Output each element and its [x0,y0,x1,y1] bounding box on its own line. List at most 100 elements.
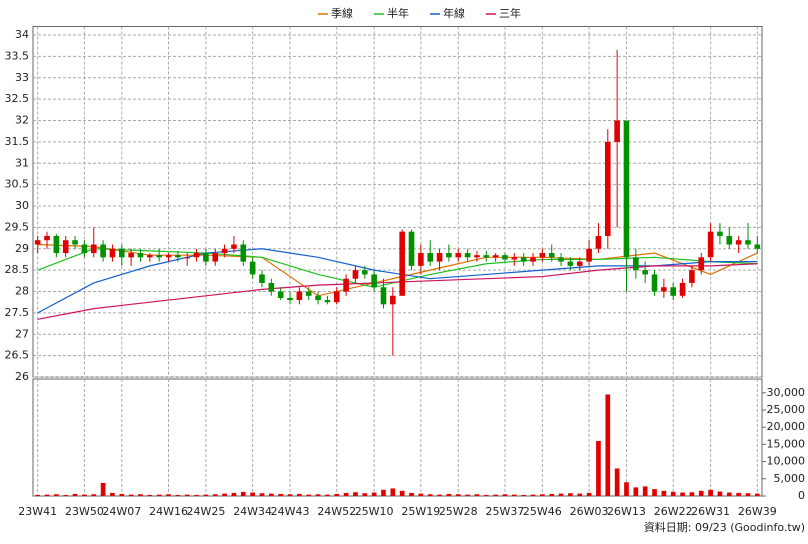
volume-bar [586,492,592,496]
x-tick-label: 25W10 [355,505,394,518]
candle-body [62,240,69,254]
volume-tick-label: 25,000 [767,403,806,416]
volume-bar [549,493,555,496]
volume-bar [502,494,508,496]
candle-body [128,253,134,258]
candle-body [277,291,284,298]
candle-body [399,231,405,296]
y-tick-label: 32 [15,114,29,127]
candle-body [175,255,181,258]
candle-body [72,240,78,245]
candle-body [333,291,340,303]
candle-body [81,244,88,254]
volume-bar [437,494,442,496]
candle-body [707,231,714,258]
x-tick-label: 25W37 [486,505,525,518]
y-tick-label: 28 [15,285,29,298]
volume-bar [231,492,237,496]
volume-bar [250,492,255,496]
candle-body [436,253,443,262]
candle-body [745,240,751,245]
candle-body [137,253,144,258]
candle-body [539,253,546,258]
x-tick-label: 26W22 [654,505,693,518]
y-tick-label: 33 [15,71,29,84]
candle-body [324,300,331,303]
volume-bar [409,492,414,496]
volume-bar [661,490,667,496]
candle-body [604,141,611,236]
footer: 資料日期: 09/23 (Goodinfo.tw) [644,520,805,534]
volume-bar [175,494,181,496]
candle-body [165,255,172,258]
volume-bar [259,493,265,496]
candle-body [352,270,359,279]
volume-bar [203,494,209,496]
candle-body [53,235,60,254]
volume-bar [287,494,293,496]
volume-bar [642,486,648,496]
volume-bar [577,493,583,496]
candle-body [361,270,368,275]
candle-body [156,255,162,258]
candle-body [492,255,499,258]
volume-bar [156,494,162,496]
candle-body [147,255,153,258]
candle-body [623,120,630,258]
volume-bar [708,489,713,496]
volume-bar [614,468,620,496]
volume-bar [91,494,97,496]
y-tick-label: 33.5 [5,49,30,62]
volume-bar [530,494,536,496]
volume-tick-label: 10,000 [767,455,806,468]
candle-body [390,295,396,305]
volume-bar [399,490,405,496]
y-tick-label: 29 [15,242,29,255]
volume-bar [325,494,330,496]
candle-body [670,287,677,296]
price-panel [32,26,763,378]
volume-bar [297,493,302,496]
volume-bar [754,493,760,496]
volume-bar [278,493,284,496]
volume-bar [128,494,134,496]
volume-bar [362,493,368,496]
candle-body [689,270,695,283]
x-tick-label: 24W25 [186,505,225,518]
volume-bar [624,482,629,496]
volume-bar [54,494,59,496]
volume-bar [483,494,489,496]
candle-body [268,282,275,292]
candle-body [586,248,592,262]
candle-body [567,261,574,266]
volume-bar [698,490,704,496]
volume-bar [652,489,657,496]
volume-bar [455,494,461,496]
y-tick-label: 31.5 [5,135,30,148]
volume-bar [745,493,751,496]
volume-bar [596,440,601,496]
x-tick-label: 26W39 [738,505,777,518]
y-tick-label: 29.5 [5,220,30,233]
volume-bar [736,492,741,496]
volume-bar [717,491,723,496]
y-tick-label: 30 [15,199,29,212]
candle-body [118,248,125,258]
candle-body [44,235,50,241]
volume-bar [100,482,106,496]
volume-bar [315,494,321,496]
candle-body [483,255,490,258]
volume-bar [605,394,611,496]
volume-bar [726,492,732,496]
volume-bar [465,494,470,496]
volume-bar [82,494,87,496]
volume-bar [493,494,498,496]
y-tick-label: 30.5 [5,178,30,191]
volume-bar [343,492,349,496]
x-tick-label: 26W13 [607,505,646,518]
candle-body [726,235,733,245]
volume-bar [72,493,78,496]
volume-bar [371,492,377,496]
candle-body [446,253,452,258]
y-tick-label: 34 [15,28,29,41]
